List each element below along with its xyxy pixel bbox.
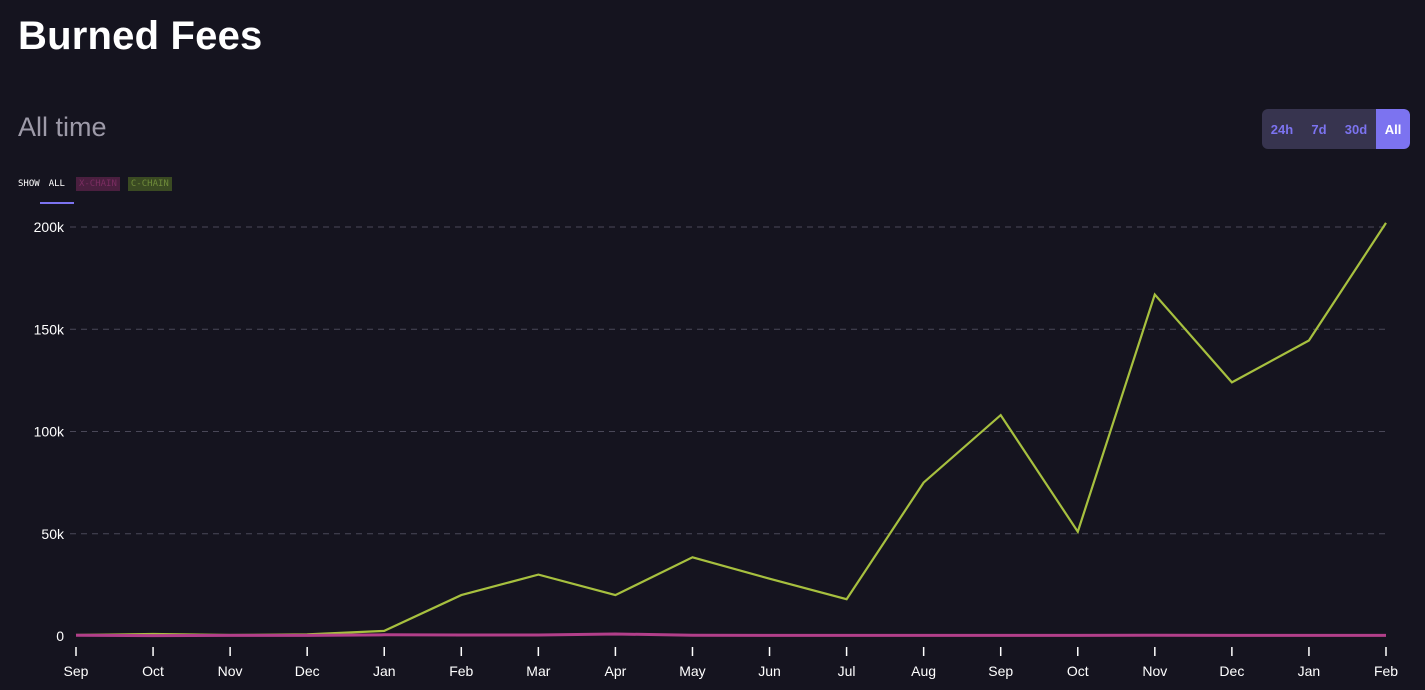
x-tick-label: Aug — [911, 663, 936, 679]
filter-all-tab[interactable]: ALL — [39, 177, 74, 204]
x-tick-label: Dec — [1219, 663, 1244, 679]
y-tick-label: 0 — [56, 628, 64, 644]
page-title: Burned Fees — [18, 14, 263, 58]
y-tick-label: 150k — [34, 321, 65, 337]
filter-show-label: SHOW — [18, 179, 40, 189]
y-tick-label: 50k — [41, 526, 65, 542]
x-tick-label: Nov — [1142, 663, 1167, 679]
x-tick-label: Feb — [1374, 663, 1398, 679]
range-30d-button[interactable]: 30d — [1344, 121, 1368, 137]
x-tick-label: Jun — [758, 663, 781, 679]
filter-c-chain-tab[interactable]: C-CHAIN — [127, 177, 172, 191]
range-all-button[interactable]: All — [1376, 109, 1410, 149]
filter-all-label: ALL — [48, 179, 65, 189]
y-tick-label: 100k — [34, 424, 65, 440]
x-tick-label: Jan — [373, 663, 396, 679]
x-tick-label: Apr — [605, 663, 627, 679]
chain-filter: SHOW ALL X-CHAIN C-CHAIN — [18, 177, 180, 204]
x-tick-label: Jan — [1298, 663, 1321, 679]
x-tick-label: Oct — [1067, 663, 1089, 679]
active-tab-underline — [39, 202, 74, 204]
x-tick-label: Jul — [838, 663, 856, 679]
y-tick-label: 200k — [34, 219, 65, 235]
time-range-selector: 24h 7d 30d All — [1262, 109, 1410, 149]
x-tick-label: Sep — [988, 663, 1013, 679]
filter-x-chain-tab[interactable]: X-CHAIN — [75, 177, 120, 191]
time-range-subtitle: All time — [18, 112, 107, 142]
x-tick-label: Nov — [218, 663, 243, 679]
range-24h-button[interactable]: 24h — [1270, 121, 1294, 137]
x-tick-label: Feb — [449, 663, 473, 679]
x-tick-label: Dec — [295, 663, 320, 679]
range-7d-button[interactable]: 7d — [1311, 121, 1327, 137]
x-tick-label: Sep — [64, 663, 89, 679]
x-tick-label: May — [679, 663, 705, 679]
x-tick-label: Mar — [526, 663, 550, 679]
x-tick-label: Oct — [142, 663, 164, 679]
series-line-c-chain — [75, 222, 1387, 637]
series-line-x-chain — [75, 632, 1386, 638]
